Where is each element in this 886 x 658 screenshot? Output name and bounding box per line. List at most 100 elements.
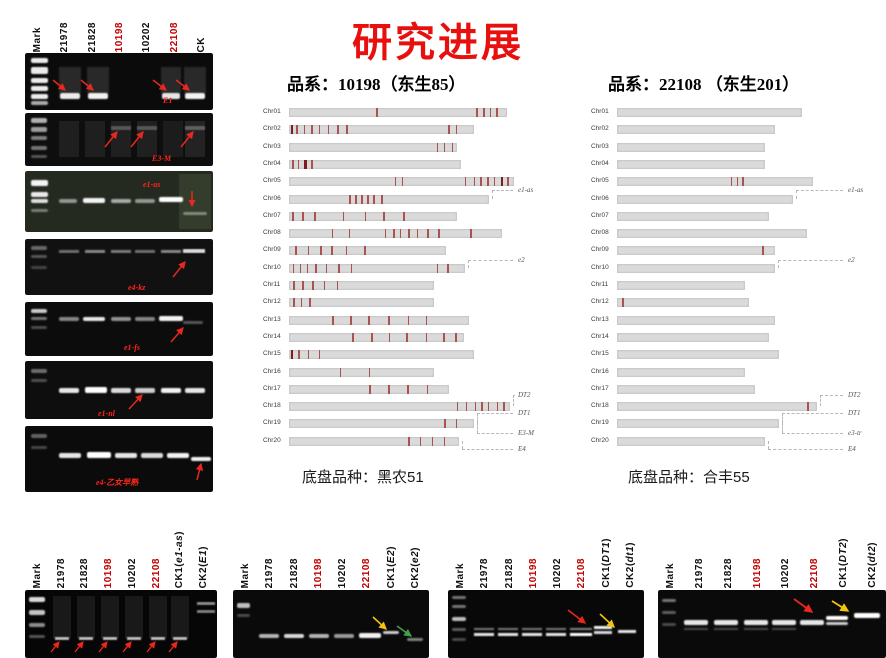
gene-label-e4: E4 [518, 444, 526, 453]
chromosome-label: Chr06 [263, 194, 281, 202]
chromosome-label: Chr07 [263, 211, 281, 219]
gel-allele-annotation: e1-nl [98, 409, 115, 418]
chromosome-bar [289, 246, 446, 256]
gene-leader-line [768, 448, 843, 450]
marker-tick [337, 125, 339, 135]
chromosome-row-chr20: Chr20 [591, 436, 886, 447]
chromosome-bar [617, 281, 745, 290]
chromosome-label: Chr14 [591, 332, 609, 340]
gene-label-dt1: DT1 [848, 409, 861, 418]
marker-tick [447, 263, 449, 273]
gel-allele-annotation: e4-乙女早熟 [96, 478, 139, 487]
gene-label-e3-m: E3-M [518, 429, 534, 438]
chromosome-bar [289, 125, 474, 135]
lane-label-10202: 10202 [126, 557, 138, 588]
gene-leader-line [782, 423, 783, 434]
gel-bands [59, 316, 203, 324]
marker-tick [493, 177, 496, 187]
chromosome-bar [289, 315, 469, 325]
gel-image-dt1-panel [448, 590, 644, 658]
marker-tick [306, 263, 309, 273]
chromosome-row-chr16: Chr16 [263, 367, 563, 378]
chromosome-bar [289, 436, 459, 446]
chromosome-row-chr06: Chr06 [263, 194, 563, 205]
marker-tick [361, 194, 363, 204]
marker-tick [381, 194, 383, 204]
lane-label-ck: CK [195, 36, 207, 52]
chromosome-bar [289, 402, 510, 412]
chromosome-label: Chr05 [591, 177, 609, 185]
marker-tick [312, 281, 314, 290]
lane-label-21828: 21828 [503, 557, 515, 588]
chromosome-label: Chr03 [263, 142, 281, 150]
gene-leader-line [778, 259, 843, 261]
marker-tick [295, 246, 297, 256]
chromosome-label: Chr04 [263, 159, 281, 167]
marker-tick [388, 332, 391, 342]
marker-tick [426, 384, 429, 394]
gel-bands [53, 596, 215, 640]
chromosome-bar [617, 142, 765, 152]
marker-tick [438, 229, 440, 239]
bottom-gel-1-lane-labels: Mark 21978 21828 10198 10202 22108 CK1(e1-as) C… [25, 512, 217, 588]
gene-label-dt2: DT2 [518, 391, 531, 400]
chromosome-bar [617, 332, 769, 342]
chromosome-bar [289, 384, 449, 394]
marker-tick [292, 263, 295, 273]
lane-label-ck2-e1: CK2(E1) [197, 545, 209, 588]
marker-tick [292, 211, 294, 221]
chromosome-bar [617, 315, 775, 325]
chromosome-bar [617, 108, 802, 117]
marker-tick [403, 211, 405, 221]
chromosome-row-chr15: Chr15 [263, 350, 563, 360]
gene-leader-line [820, 395, 843, 397]
marker-tick [307, 350, 309, 360]
chromosome-bar [617, 211, 769, 221]
chromosome-row-chr08: Chr08 [263, 229, 563, 239]
chromosome-label: Chr12 [591, 298, 609, 306]
marker-tick [348, 229, 351, 239]
marker-tick [480, 177, 482, 187]
marker-tick [364, 246, 366, 256]
chromosome-label: Chr11 [591, 281, 609, 288]
lane-label-21828: 21828 [288, 557, 300, 588]
chromosome-bar [289, 298, 434, 308]
chromosome-bar [617, 263, 775, 273]
red-arrow-annotations [104, 131, 194, 148]
marker-tick [730, 177, 733, 187]
lane-label-10202: 10202 [780, 557, 792, 588]
chromosome-bar [617, 298, 749, 308]
marker-tick [339, 367, 342, 377]
marker-tick [473, 177, 475, 187]
chromosome-row-chr14: Chr14 [591, 332, 886, 343]
marker-tick [448, 125, 450, 135]
marker-tick [483, 108, 485, 117]
gene-label-e1-as: e1-as [518, 185, 534, 194]
gene-leader-line [468, 259, 513, 261]
red-arrow-annotations [50, 641, 178, 653]
marker-tick [401, 177, 403, 187]
marker-tick [399, 229, 402, 239]
chromosome-bar [289, 419, 474, 429]
chromosome-label: Chr11 [263, 281, 281, 288]
chromosome-label: Chr05 [263, 177, 281, 185]
lane-label-10202: 10202 [337, 557, 349, 588]
chromosome-label: Chr20 [263, 436, 281, 444]
red-arrow-annotations [195, 462, 204, 481]
marker-tick [342, 211, 345, 221]
lane-label-ck2-dt2: CK2(dt2) [866, 542, 878, 588]
chromosome-bar [289, 229, 502, 239]
marker-tick [465, 402, 468, 412]
dna-ladder [31, 246, 47, 269]
lane-label-22108: 22108 [168, 21, 180, 52]
dna-ladder [29, 597, 45, 638]
lane-label-21978: 21978 [55, 557, 67, 588]
chromosome-bar [289, 159, 461, 169]
marker-tick [292, 159, 294, 169]
marker-tick [406, 332, 408, 342]
lane-label-10198: 10198 [751, 557, 763, 588]
chromosome-row-chr03: Chr03 [591, 142, 886, 153]
chromosome-label: Chr01 [263, 108, 281, 115]
chromosome-bar [289, 142, 457, 152]
